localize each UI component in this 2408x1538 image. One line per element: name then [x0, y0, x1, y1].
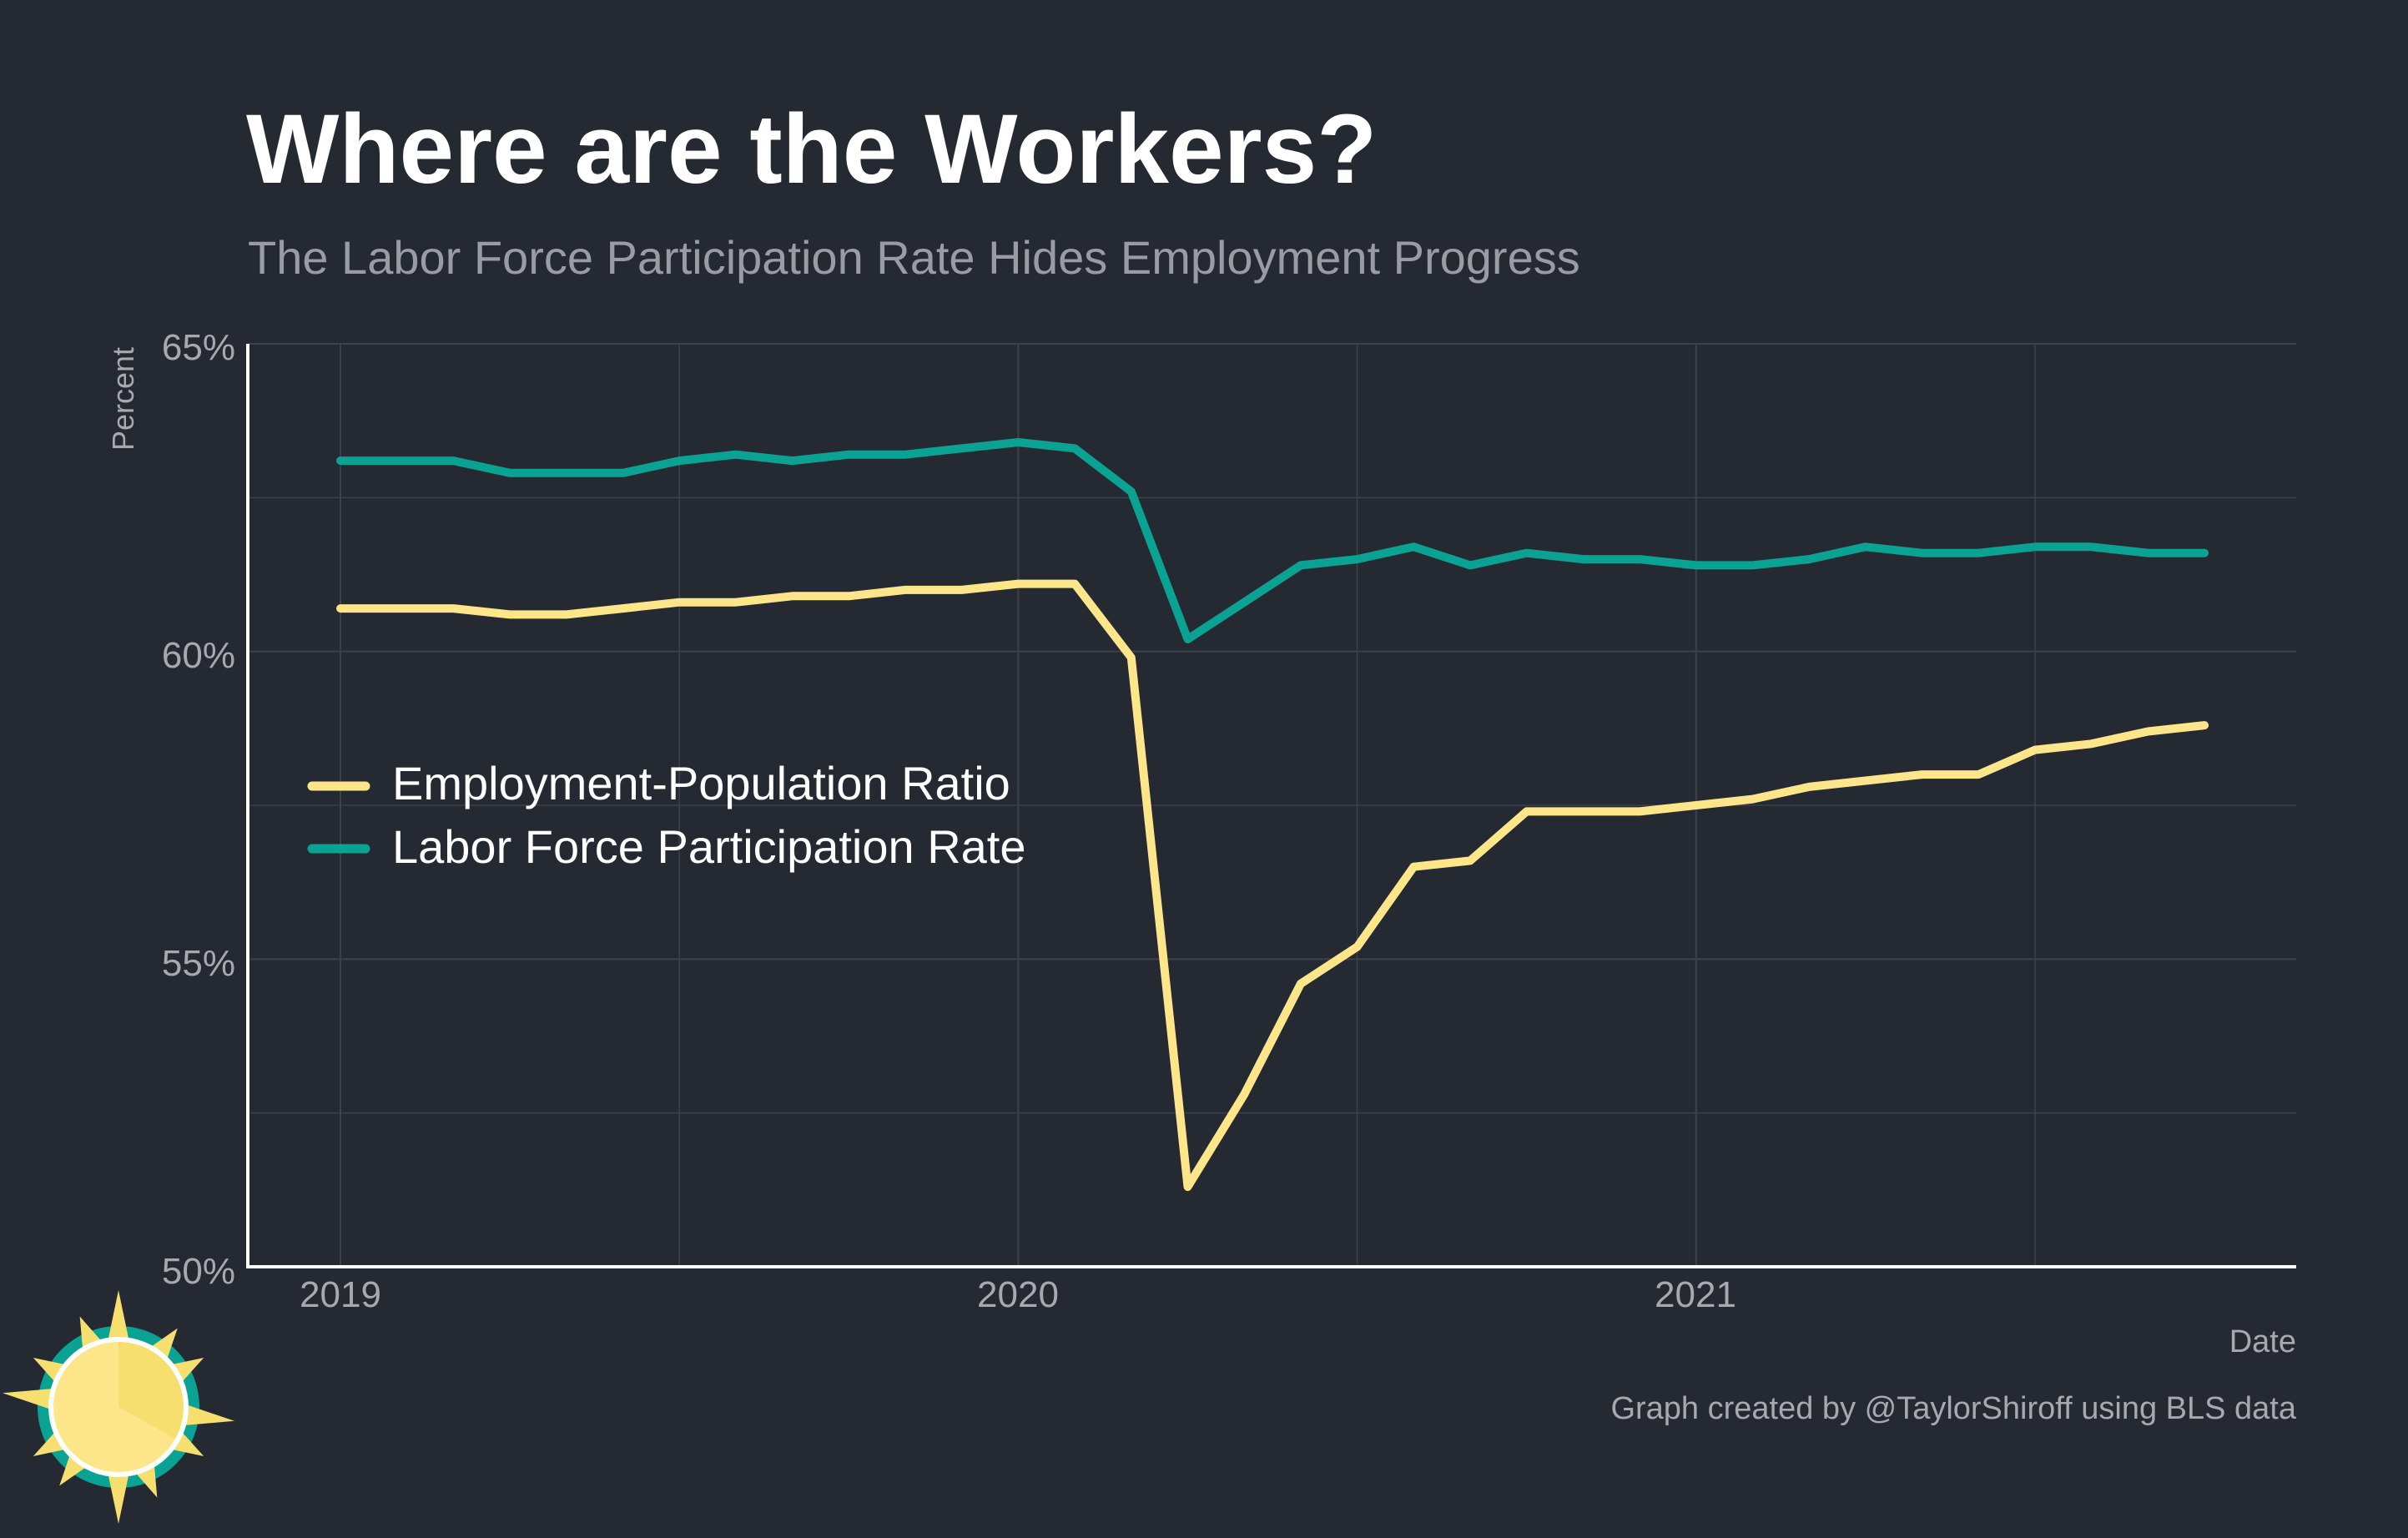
y-tick-label: 55% — [162, 943, 235, 984]
x-tick-label: 2020 — [977, 1274, 1059, 1315]
axes — [246, 344, 2296, 1268]
legend-label-lfpr: Labor Force Participation Rate — [392, 820, 1026, 873]
y-tick-labels: 50% 55% 60% 65% — [162, 327, 235, 1292]
sun-logo-icon — [3, 1290, 234, 1524]
x-tick-labels: 2019 2020 2021 — [300, 1274, 1736, 1315]
sun-ray — [108, 1290, 129, 1342]
x-tick-label: 2019 — [300, 1274, 381, 1315]
sun-ray — [3, 1388, 55, 1410]
sun-ray — [182, 1404, 234, 1426]
series-line-labor-force-participation-rate — [336, 438, 2209, 643]
x-tick-label: 2021 — [1655, 1274, 1736, 1315]
y-tick-label: 65% — [162, 327, 235, 368]
y-axis-title: Percent — [106, 347, 140, 451]
legend-label-epop: Employment-Population Ratio — [392, 757, 1010, 809]
series-line-employment-population-ratio — [336, 579, 2209, 1192]
sun-ray — [108, 1472, 129, 1524]
y-tick-label: 60% — [162, 635, 235, 676]
grid — [248, 343, 2296, 1267]
series-layer — [336, 438, 2209, 1192]
y-tick-label: 50% — [162, 1251, 235, 1292]
caption: Graph created by @TaylorShiroff using BL… — [1610, 1391, 2296, 1426]
chart-title: Where are the Workers? — [246, 94, 1377, 204]
x-axis-title: Date — [2229, 1324, 2296, 1359]
legend: Employment-Population Ratio Labor Force … — [307, 757, 1026, 873]
chart-subtitle: The Labor Force Participation Rate Hides… — [248, 231, 1580, 284]
